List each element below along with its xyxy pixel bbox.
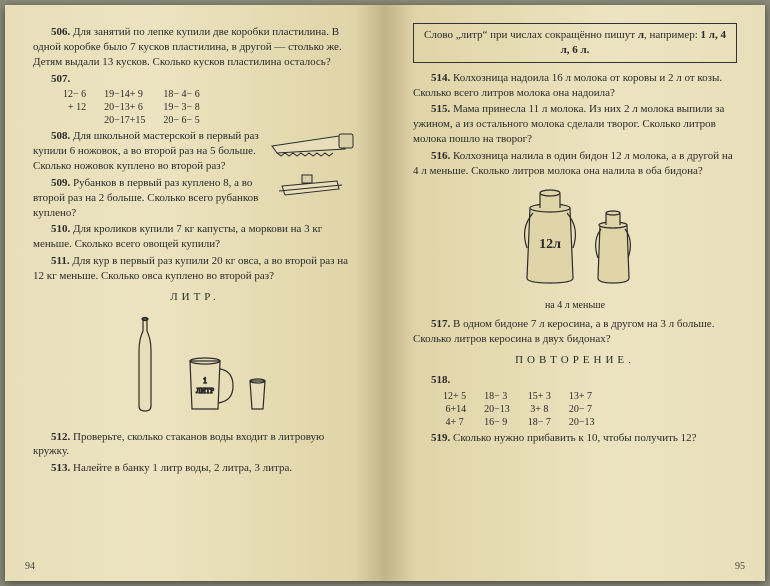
svg-text:1: 1 (203, 376, 207, 385)
note-box: Слово „литр“ при числах сокращённо пишут… (413, 23, 737, 63)
ptext-513: Налейте в банку 1 литр воды, 2 литра, 3 … (73, 462, 292, 474)
pnum-515: 515. (431, 103, 450, 115)
ptext-516: Колхозница налила в один бидон 12 л моло… (413, 150, 733, 177)
problem-514: 514. Колхозница надоила 16 л молока от к… (413, 71, 737, 101)
ptext-515: Мама принесла 11 л молока. Из них 2 л мо… (413, 103, 724, 145)
problem-515: 515. Мама принесла 11 л молока. Из них 2… (413, 102, 737, 147)
arith-507-c3: 18− 4− 6 19− 3− 8 20− 6− 5 (163, 88, 199, 127)
section-litr: ЛИТР. (33, 290, 357, 305)
svg-text:ЛИТР: ЛИТР (196, 387, 214, 395)
pnum-506: 506. (51, 26, 70, 38)
problem-518: 518. 12+ 5 6+14 4+ 7 18− 3 20−13 16− 9 1… (413, 373, 737, 429)
problem-513: 513. Налейте в банку 1 литр воды, 2 литр… (33, 461, 357, 476)
pnum-517: 517. (431, 318, 450, 330)
pnum-513: 513. (51, 462, 70, 474)
problem-507: 507. 12− 6 + 12 19−14+ 9 20−13+ 6 20−17+… (33, 72, 357, 128)
pnum-511: 511. (51, 255, 70, 267)
pnum-508: 508. (51, 130, 70, 142)
problem-510: 510. Для кроликов купили 7 кг капусты, а… (33, 222, 357, 252)
arith-507-c1: 12− 6 + 12 (63, 88, 86, 127)
pnum-507: 507. (51, 73, 70, 85)
note-text: Слово „литр“ при числах сокращённо пишут… (424, 29, 726, 56)
cans-caption: на 4 л меньше (413, 299, 737, 313)
problem-517: 517. В одном бидоне 7 л керосина, а в др… (413, 317, 737, 347)
page-number-right: 95 (735, 560, 745, 574)
pnum-512: 512. (51, 431, 70, 443)
arith-507-c2: 19−14+ 9 20−13+ 6 20−17+15 (104, 88, 145, 127)
pnum-519: 519. (431, 432, 450, 444)
bottle-mug-glass-illustration: 1 ЛИТР (33, 311, 357, 426)
ptext-512: Проверьте, сколько стаканов воды входит … (33, 431, 324, 458)
arith-518-c2: 18− 3 20−13 16− 9 (484, 390, 510, 429)
pnum-518: 518. (431, 374, 450, 386)
ptext-511: Для кур в первый раз купили 20 кг овса, … (33, 255, 348, 282)
arith-518-c1: 12+ 5 6+14 4+ 7 (443, 390, 466, 429)
problem-516: 516. Колхозница налила в один бидон 12 л… (413, 149, 737, 179)
problem-511: 511. Для кур в первый раз купили 20 кг о… (33, 254, 357, 284)
problem-506: 506. Для занятий по лепке купили две кор… (33, 25, 357, 70)
svg-text:12л: 12л (539, 237, 561, 252)
problem-519: 519. Сколько нужно прибавить к 10, чтобы… (413, 431, 737, 446)
ptext-514: Колхозница надоила 16 л молока от коровы… (413, 72, 722, 99)
pnum-516: 516. (431, 150, 450, 162)
saw-plane-illustration (267, 131, 357, 214)
ptext-510: Для кроликов купили 7 кг капусты, а морк… (33, 223, 322, 250)
page-number-left: 94 (25, 560, 35, 574)
problem-512: 512. Проверьте, сколько стаканов воды вх… (33, 430, 357, 460)
page-left: 506. Для занятий по лепке купили две кор… (5, 5, 385, 581)
pnum-510: 510. (51, 223, 70, 235)
ptext-506: Для занятий по лепке купили две коробки … (33, 26, 342, 68)
arith-518-c3: 15+ 3 3+ 8 18− 7 (528, 390, 551, 429)
arith-518-c4: 13+ 7 20− 7 20−13 (569, 390, 595, 429)
section-repeat: ПОВТОРЕНИЕ. (413, 353, 737, 368)
page-right: Слово „литр“ при числах сокращённо пишут… (385, 5, 765, 581)
pnum-514: 514. (431, 72, 450, 84)
ptext-517: В одном бидоне 7 л керосина, а в другом … (413, 318, 714, 345)
pnum-509: 509. (51, 177, 70, 189)
milk-cans-illustration: 12л на 4 л меньше (413, 183, 737, 313)
ptext-519: Сколько нужно прибавить к 10, чтобы полу… (453, 432, 697, 444)
